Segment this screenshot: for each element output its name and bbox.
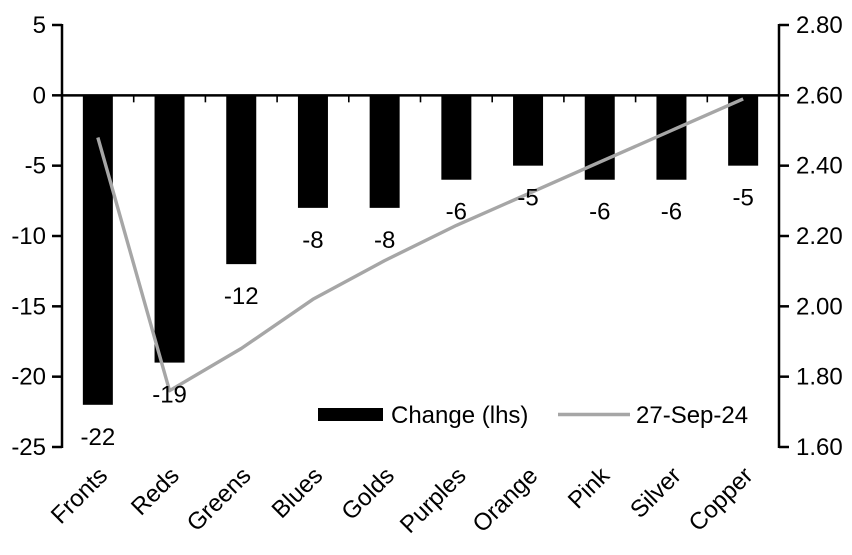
bar-orange: [513, 95, 544, 166]
right-axis-tick-label: 1.80: [796, 364, 843, 391]
x-axis-label-blues: Blues: [267, 462, 329, 524]
bar-data-label: -12: [224, 283, 259, 310]
bar-data-label: -5: [517, 185, 538, 212]
bar-silver: [656, 95, 687, 180]
left-axis-tick-label: -25: [11, 434, 46, 461]
bar-data-label: -8: [302, 227, 323, 254]
legend-label-line: 27-Sep-24: [636, 402, 748, 429]
bar-blues: [297, 95, 328, 208]
right-axis-tick-label: 2.60: [796, 82, 843, 109]
left-axis-tick-label: 5: [33, 12, 46, 39]
left-axis-tick-label: -15: [11, 293, 46, 320]
x-axis-label-golds: Golds: [336, 462, 399, 525]
x-axis-label-fronts: Fronts: [46, 462, 113, 529]
bar-purples: [441, 95, 472, 180]
bar-data-label: -5: [732, 185, 753, 212]
right-axis-tick-label: 1.60: [796, 434, 843, 461]
right-axis-tick-label: 2.00: [796, 293, 843, 320]
left-axis-tick-label: -10: [11, 223, 46, 250]
bar-data-label: -8: [374, 227, 395, 254]
bar-reds: [154, 95, 185, 363]
x-axis-label-purples: Purples: [395, 462, 472, 539]
bar-data-label: -6: [661, 199, 682, 226]
right-axis-tick-label: 2.40: [796, 153, 843, 180]
bar-fronts: [82, 95, 113, 405]
bar-data-label: -6: [446, 199, 467, 226]
bar-data-label: -22: [81, 424, 116, 451]
x-axis-label-orange: Orange: [468, 462, 544, 538]
x-axis-label-reds: Reds: [126, 462, 185, 521]
right-axis-tick-label: 2.20: [796, 223, 843, 250]
bar-data-label: -6: [589, 199, 610, 226]
left-axis-tick-label: -20: [11, 364, 46, 391]
x-axis-label-greens: Greens: [182, 462, 257, 537]
left-axis-tick-label: -5: [25, 153, 46, 180]
bar-copper: [728, 95, 759, 166]
bar-golds: [369, 95, 400, 208]
line-series: [96, 97, 744, 393]
legend-label-bar: Change (lhs): [391, 402, 528, 429]
x-axis-label-silver: Silver: [625, 462, 687, 524]
legend-bar-swatch: [318, 408, 383, 421]
bar-greens: [226, 95, 257, 265]
right-axis-tick-label: 2.80: [796, 12, 843, 39]
x-axis-label-copper: Copper: [684, 462, 759, 537]
left-axis-tick-label: 0: [33, 82, 46, 109]
bar-data-label: -19: [152, 382, 187, 409]
x-axis-label-pink: Pink: [563, 461, 616, 514]
